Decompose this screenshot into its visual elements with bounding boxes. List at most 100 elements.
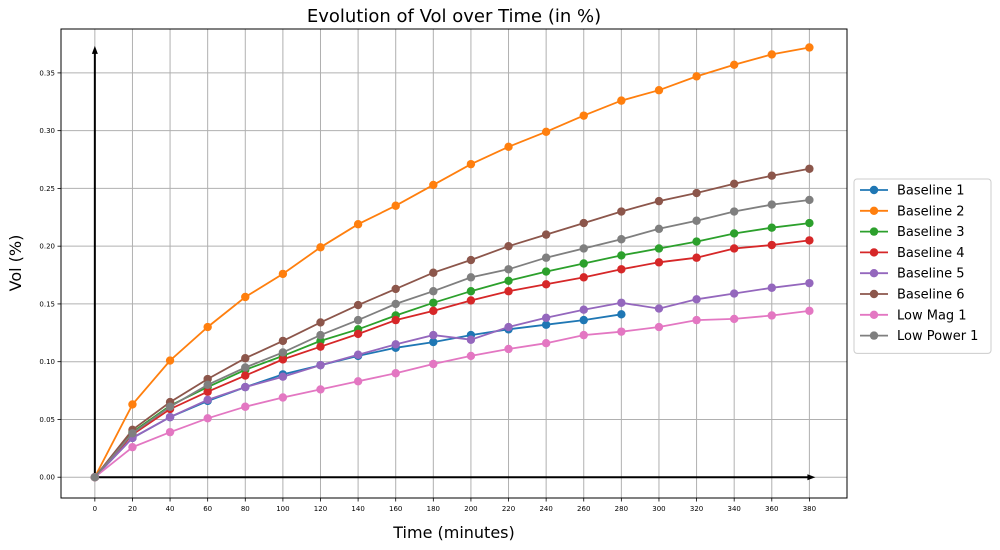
data-point (504, 344, 513, 354)
data-point (429, 359, 438, 369)
data-point (805, 218, 814, 228)
data-point (353, 377, 363, 386)
y-tick-label: 0.20 (39, 243, 55, 251)
data-point (316, 385, 325, 394)
data-point (692, 188, 701, 198)
data-point (466, 255, 476, 265)
data-point (504, 276, 513, 286)
data-point (541, 253, 551, 262)
x-tick-label: 280 (615, 505, 628, 513)
x-axis-arrowhead (807, 474, 816, 481)
data-point (579, 273, 588, 282)
data-point (805, 195, 814, 205)
data-point (805, 278, 814, 288)
series-baseline-6 (90, 164, 814, 482)
y-tick-label: 0.00 (39, 474, 55, 482)
data-point (316, 360, 325, 370)
data-point (165, 412, 175, 422)
axis-arrows (91, 45, 816, 481)
chart-title: Evolution of Vol over Time (in %) (307, 6, 601, 27)
data-point (579, 259, 588, 268)
x-tick-label: 80 (241, 505, 250, 513)
data-point (90, 473, 100, 482)
series-line (94, 282, 810, 478)
data-point (579, 305, 588, 314)
y-tick-label: 0.30 (39, 127, 55, 135)
legend-item: Baseline 5 (860, 267, 965, 282)
legend-label: Baseline 1 (897, 184, 965, 199)
data-point (767, 200, 776, 209)
data-point (128, 442, 137, 452)
series-baseline-4 (90, 236, 814, 482)
series (90, 43, 814, 482)
x-tick-label: 0 (93, 505, 97, 513)
x-tick-label: 20 (128, 505, 137, 513)
data-point (692, 253, 701, 262)
data-point (429, 306, 438, 316)
data-point (165, 402, 175, 411)
data-point (692, 216, 701, 225)
data-point (391, 284, 400, 294)
data-point (692, 315, 701, 325)
legend-label: Baseline 2 (897, 204, 965, 219)
data-point (654, 224, 664, 234)
x-tick-label: 180 (427, 505, 440, 513)
legend-swatch-marker (869, 310, 879, 319)
y-tick-label: 0.25 (39, 185, 55, 193)
series-baseline-2 (90, 43, 814, 482)
data-point (316, 330, 325, 340)
data-point (541, 339, 551, 348)
data-point (579, 244, 588, 253)
legend-swatch-marker (869, 331, 879, 340)
x-tick-label: 100 (276, 505, 289, 513)
data-point (579, 218, 588, 228)
data-point (654, 322, 664, 332)
series-baseline-5 (90, 278, 814, 482)
data-point (504, 322, 513, 332)
series-low-mag-1 (90, 306, 814, 482)
series-line (94, 222, 810, 478)
legend-label: Low Mag 1 (897, 308, 967, 323)
data-point (203, 322, 212, 332)
data-point (165, 427, 175, 437)
data-point (203, 374, 212, 384)
x-axis-label: Time (minutes) (392, 523, 515, 542)
data-point (729, 60, 739, 70)
data-point (654, 196, 664, 206)
data-point (353, 350, 363, 359)
y-tick-label: 0.10 (39, 358, 55, 366)
data-point (429, 287, 438, 296)
data-point (353, 300, 363, 310)
data-point (429, 298, 438, 307)
data-point (767, 50, 776, 59)
data-point (729, 244, 739, 253)
data-point (692, 72, 701, 81)
x-tick-label: 260 (577, 505, 590, 513)
data-point (617, 265, 626, 274)
data-point (241, 382, 250, 392)
data-point (391, 299, 400, 309)
x-tick-label: 40 (166, 505, 175, 513)
data-point (466, 335, 476, 344)
series-line (94, 310, 810, 478)
data-point (391, 369, 400, 378)
legend-label: Low Power 1 (897, 329, 978, 344)
data-point (241, 402, 250, 411)
data-point (466, 159, 476, 169)
x-tick-label: 300 (652, 505, 665, 513)
data-point (729, 314, 739, 324)
data-point (466, 273, 476, 282)
series-line (94, 199, 810, 478)
series-baseline-3 (90, 218, 814, 482)
legend-swatch-marker (869, 185, 879, 195)
data-point (805, 43, 814, 52)
x-tick-label: 120 (314, 505, 327, 513)
y-axis-arrowhead (91, 45, 98, 54)
data-point (541, 267, 551, 276)
data-point (241, 363, 250, 372)
data-point (278, 269, 288, 279)
data-point (391, 201, 400, 210)
data-point (805, 164, 814, 173)
x-tick-label: 360 (765, 505, 778, 513)
